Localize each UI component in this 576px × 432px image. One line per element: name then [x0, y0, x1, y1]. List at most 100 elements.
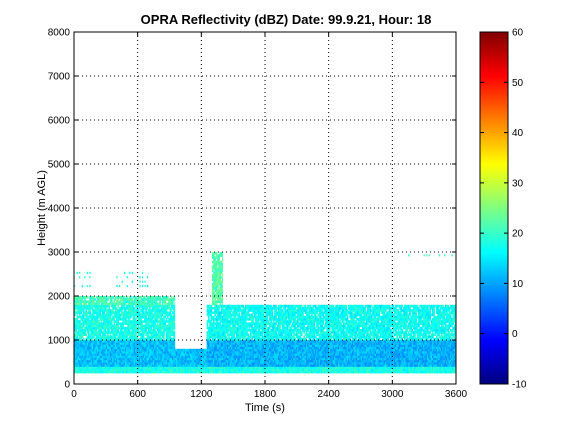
heatmap-cell [286, 340, 289, 343]
heatmap-cell [118, 370, 121, 374]
heatmap-cell [225, 346, 228, 350]
heatmap-cell [339, 340, 341, 343]
heatmap-cell [280, 364, 283, 367]
heatmap-cell [123, 351, 126, 354]
heatmap-cell [163, 346, 165, 350]
heatmap-cell [118, 362, 121, 365]
heatmap-cell [177, 348, 180, 352]
heatmap-cell [190, 353, 192, 356]
heatmap-cell [117, 340, 119, 343]
heatmap-cell [242, 359, 244, 363]
heatmap-cell [359, 348, 362, 352]
heatmap-cell [386, 340, 388, 343]
heatmap-cell [79, 348, 81, 352]
heatmap-cell [331, 370, 333, 374]
heatmap-cell [132, 340, 135, 343]
heatmap-cell [164, 348, 167, 352]
heatmap-cell [379, 368, 382, 372]
heatmap-cell [398, 342, 401, 345]
heatmap-cell [246, 346, 248, 350]
heatmap-cell [359, 355, 362, 358]
heatmap-cell [295, 351, 298, 354]
heatmap-cell [103, 342, 105, 345]
heatmap-cell [328, 351, 331, 354]
heatmap-cell [269, 364, 271, 367]
heatmap-cell [299, 340, 302, 343]
heatmap-cell [179, 351, 182, 354]
heatmap-cell [257, 368, 260, 372]
heatmap-cell [119, 324, 122, 328]
heatmap-cell [192, 359, 195, 363]
heatmap-cell [81, 340, 84, 343]
heatmap-cell [291, 368, 294, 372]
heatmap-cell [262, 370, 265, 374]
heatmap-cell [237, 344, 239, 347]
heatmap-cell [330, 351, 332, 354]
heatmap-cell [109, 311, 112, 314]
heatmap-cell [419, 346, 421, 350]
heatmap-cell [177, 355, 180, 358]
heatmap-cell [141, 353, 144, 356]
heatmap-cell [254, 370, 257, 374]
heatmap-cell [444, 344, 447, 347]
heatmap-cell [91, 355, 94, 358]
heatmap-cell [327, 368, 330, 372]
heatmap-cell [200, 359, 202, 363]
heatmap-cell [246, 355, 248, 358]
heatmap-cell [354, 355, 357, 358]
heatmap-cell [197, 362, 200, 365]
heatmap-cell [297, 344, 299, 347]
heatmap-cell [193, 370, 196, 374]
heatmap-cell [414, 355, 416, 358]
heatmap-cell [448, 364, 451, 367]
heatmap-cell [405, 351, 407, 354]
heatmap-cell [88, 329, 90, 332]
heatmap-cell [440, 351, 443, 354]
heatmap-cell [429, 342, 432, 345]
heatmap-cell [379, 359, 382, 363]
heatmap-cell [382, 364, 385, 367]
heatmap-cell [317, 364, 320, 367]
heatmap-cell [228, 366, 230, 369]
heatmap-cell [412, 340, 415, 343]
heatmap-cell [216, 346, 219, 350]
heatmap-cell [331, 344, 334, 347]
heatmap-cell [80, 370, 83, 374]
heatmap-cell [85, 329, 88, 332]
heatmap-cell [358, 346, 360, 350]
heatmap-cell [133, 368, 136, 372]
heatmap-cell [147, 342, 150, 345]
heatmap-cell [89, 309, 91, 312]
heatmap-cell [270, 340, 272, 343]
heatmap-cell [341, 357, 344, 361]
heatmap-cell [190, 359, 192, 363]
heatmap-cell [453, 366, 456, 369]
heatmap-cell [374, 344, 377, 347]
heatmap-cell [218, 355, 220, 358]
heatmap-cell [112, 366, 114, 369]
heatmap-cell [453, 355, 456, 358]
heatmap-cell [357, 370, 360, 374]
heatmap-cell [89, 320, 91, 323]
heatmap-cell [446, 359, 448, 363]
heatmap-cell [363, 348, 365, 352]
heatmap-cell [289, 370, 291, 374]
heatmap-cell [116, 362, 118, 365]
heatmap-cell [317, 344, 320, 347]
heatmap-cell [387, 364, 390, 367]
heatmap-cell [378, 355, 381, 358]
heatmap-cell [84, 311, 86, 314]
heatmap-cell [393, 353, 396, 356]
heatmap-cell [74, 353, 76, 356]
heatmap-cell [434, 353, 437, 356]
heatmap-cell [368, 346, 371, 350]
heatmap-cell [387, 342, 390, 345]
heatmap-cell [428, 351, 430, 354]
heatmap-cell [192, 366, 195, 369]
heatmap-cell [163, 340, 165, 343]
heatmap-cell [159, 344, 161, 347]
heatmap-cell [214, 353, 216, 356]
heatmap-cell [423, 357, 425, 361]
heatmap-cell [444, 355, 447, 358]
heatmap-cell [360, 344, 363, 347]
